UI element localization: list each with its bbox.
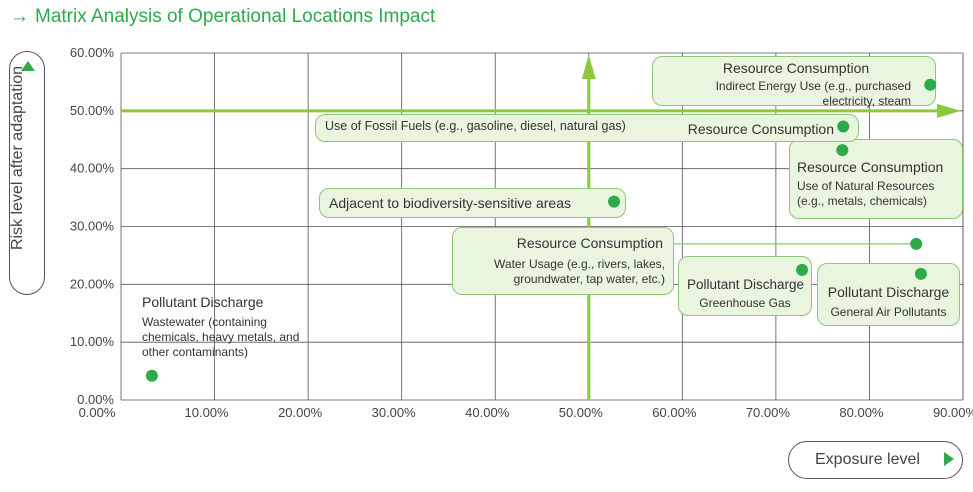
x-tick-label: 90.00% xyxy=(933,405,973,420)
x-tick-label: 20.00% xyxy=(278,405,323,420)
x-tick-label: 10.00% xyxy=(185,405,230,420)
x-tick-label: 30.00% xyxy=(372,405,417,420)
annotation-indirect-energy: Resource Consumption Indirect Energy Use… xyxy=(652,56,936,108)
triangle-up-icon xyxy=(21,61,35,71)
annotation-category: Resource Consumption xyxy=(797,159,944,175)
annotation-detail: Wastewater (containing chemicals, heavy … xyxy=(142,314,300,359)
x-tick-label: 80.00% xyxy=(839,405,884,420)
x-tick-label: 60.00% xyxy=(652,405,697,420)
chart-title: → Matrix Analysis of Operational Location… xyxy=(10,6,435,28)
annotation-water-usage: Resource Consumption Water Usage (e.g., … xyxy=(452,227,674,295)
annotation-detail: General Air Pollutants xyxy=(830,304,947,319)
annotation-biodiversity: Adjacent to biodiversity-sensitive areas xyxy=(319,188,626,218)
x-tick-label: 50.00% xyxy=(559,405,604,420)
annotation-detail: Water Usage (e.g., rivers, lakes, ground… xyxy=(494,256,665,286)
annotation-category: Resource Consumption xyxy=(722,60,870,76)
y-tick-label: 40.00% xyxy=(70,161,115,176)
annotation-detail: Greenhouse Gas xyxy=(699,295,791,310)
annotation-category: Resource Consumption xyxy=(516,235,663,251)
annotation-category: Pollutant Discharge xyxy=(687,277,805,292)
y-tick-label: 60.00% xyxy=(70,45,115,60)
annotation-category: Pollutant Discharge xyxy=(827,284,950,300)
annotation-greenhouse-gas: Pollutant Discharge Greenhouse Gas xyxy=(678,256,812,316)
annotation-category: Pollutant Discharge xyxy=(142,294,264,310)
threshold-arrowhead-right xyxy=(937,103,961,118)
y-tick-labels: 0.00% 10.00% 20.00% 30.00% 40.00% 50.00% 60.00… xyxy=(70,45,115,407)
y-tick-label: 20.00% xyxy=(70,276,115,291)
y-tick-label: 50.00% xyxy=(70,103,115,118)
x-tick-label: 0.00% xyxy=(79,405,116,420)
annotation-wastewater: Pollutant Discharge Wastewater (containi… xyxy=(142,294,317,360)
y-tick-label: 10.00% xyxy=(70,334,115,349)
annotation-detail: Indirect Energy Use (e.g., purchased ele… xyxy=(715,78,911,108)
annotation-category: Resource Consumption xyxy=(687,121,834,137)
y-tick-label: 30.00% xyxy=(70,219,115,234)
annotation-detail: Use of Natural Resources (e.g., metals, … xyxy=(797,178,935,208)
annotation-air-pollutants: Pollutant Discharge General Air Pollutan… xyxy=(817,263,960,326)
x-tick-label: 70.00% xyxy=(746,405,791,420)
x-tick-labels: 0.00% 10.00% 20.00% 30.00% 40.00% 50.00% 60.00… xyxy=(79,405,973,420)
y-tick-label: 0.00% xyxy=(77,392,114,407)
x-axis-label: Exposure level xyxy=(815,451,920,468)
x-tick-label: 40.00% xyxy=(465,405,510,420)
y-axis-label-pill xyxy=(9,51,45,295)
annotation-detail: Adjacent to biodiversity-sensitive areas xyxy=(329,195,572,211)
annotation-fossil-fuels: Use of Fossil Fuels (e.g., gasoline, die… xyxy=(315,114,859,142)
annotation-detail: Use of Fossil Fuels (e.g., gasoline, die… xyxy=(325,119,626,133)
annotation-natural-resources: Resource Consumption Use of Natural Reso… xyxy=(789,139,963,219)
x-axis-label-pill: Exposure level xyxy=(788,441,963,479)
chart-title-text: Matrix Analysis of Operational Locations… xyxy=(35,6,436,27)
triangle-right-icon xyxy=(944,452,954,466)
threshold-arrowhead-up xyxy=(581,55,596,79)
arrow-right-icon: → xyxy=(10,6,29,27)
